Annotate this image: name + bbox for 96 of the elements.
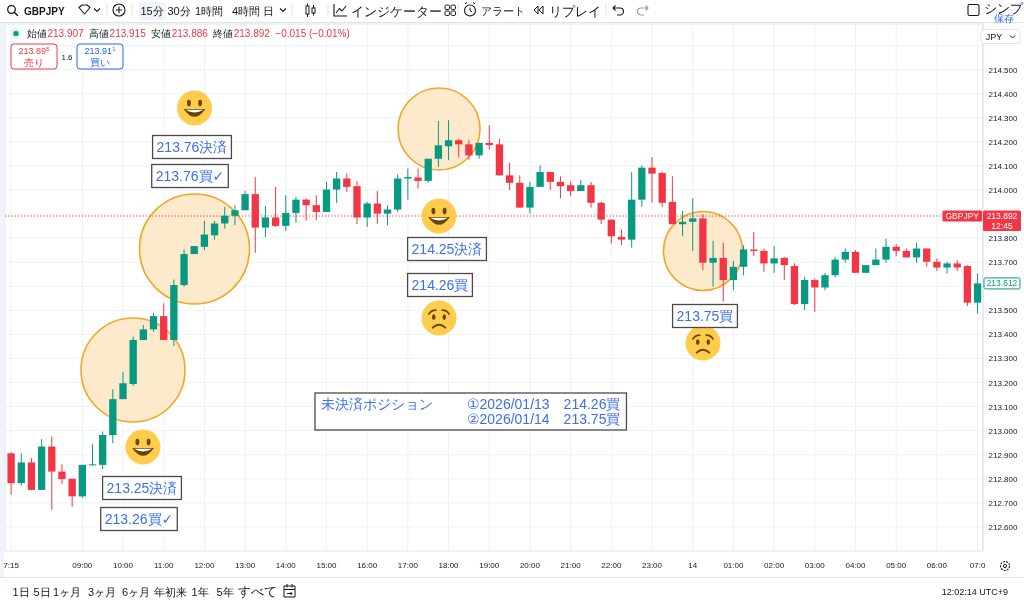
y-tick-label: 214.000 [988,186,1018,196]
annotation: 213.91$^{1}$ [84,46,116,56]
annotation: 1ヶ月 [52,585,82,598]
annotation: 安値 [151,28,172,39]
x-tick-label: 03:00 [804,560,825,570]
x-tick-label: 14 [688,560,698,570]
annotation: 5年 [216,585,234,598]
annotation: JPY [985,31,1003,42]
x-tick-label: 06:00 [926,560,947,570]
annotation: すべて [237,584,277,599]
x-tick-label: 10:00 [113,560,134,570]
annotation: 214.26買 [411,277,469,293]
y-tick-label: 212.700 [988,498,1018,508]
x-tick-label: 14:00 [275,560,296,570]
x-tick-label: 21:00 [560,560,581,570]
annotation: 5日 [33,585,51,598]
x-tick-label: 18:00 [438,560,459,570]
y-tick-label: 213.200 [988,378,1018,388]
y-tick-label: 212.600 [988,522,1018,532]
note: 213.75買 [671,303,739,329]
annotation: 30分 [167,5,191,17]
x-tick-label: 23:00 [642,560,663,570]
x-tick-label: 7:15 [3,560,19,570]
annotation: 213.26買✓ [104,511,174,527]
annotation: 日 [262,5,274,17]
y-tick-label: 213.300 [988,354,1018,364]
y-tick-label: 214.200 [988,137,1018,147]
x-tick-label: 22:00 [601,560,622,570]
annotation: アラート [481,5,525,17]
annotation: 214.25決済 [411,241,483,257]
annotation: 3ヶ月 [87,585,117,598]
title: GBPJPY [24,5,65,17]
annotation: 1日 [12,585,30,598]
annotation: 年初来 [153,585,187,598]
note: 214.25決済 [406,236,488,262]
annotation: 213.89$^{5}$ [18,46,50,56]
y-tick-label: 213.800 [988,234,1018,244]
annotation: 213.915 [109,28,146,39]
note: 213.76買✓ [151,163,229,189]
annotation: 高値 [89,28,110,39]
annotation: 未決済ポジション [321,396,433,412]
annotation: ①2026/01/13 214.26買 [467,396,621,412]
x-tick-label: 04:00 [845,560,866,570]
note: 213.26買✓ [100,506,178,532]
annotation: 始値 [27,28,47,39]
annotation: 213.76決済 [156,139,228,155]
annotation: 213.75買 [676,308,734,324]
x-tick-label: 07:0 [969,560,986,570]
note: 214.26買 [406,272,474,298]
note: 213.76決済 [151,134,233,160]
x-tick-label: 20:00 [519,560,540,570]
annotation: 売り [24,56,44,68]
annotation: 15分 [140,5,164,17]
y-tick-label: 214.300 [988,113,1018,123]
price-tag: 213.892 12:45 [983,210,1021,232]
y-tick-label: 213.500 [988,306,1018,316]
y-tick-label: 214.100 [988,162,1018,171]
x-tick-label: 01:00 [723,560,744,570]
annotation: 213.25決済 [106,480,178,496]
y-tick-label: 212.900 [988,450,1018,460]
ref-line-label: GBPJPY [942,210,983,222]
x-tick-label: 15:00 [316,560,337,570]
note: 213.25決済 [101,475,183,501]
annotation: インジケーター [351,3,442,19]
y-tick-label: 214.400 [988,89,1018,99]
y-tick-label: 213.700 [988,258,1018,268]
y-tick-label: 213.400 [988,330,1018,340]
price-tag: 213.612 [983,277,1021,290]
annotation: 1時間 [194,5,224,17]
annotation: 1年 [191,585,209,598]
annotation: 12:02:14 UTC+9 [941,587,1008,597]
annotation: 213.76買✓ [155,168,225,184]
annotation: 213.886 [171,28,208,39]
x-tick-label: 09:00 [72,560,93,570]
x-tick-label: 02:00 [764,560,785,570]
annotation: 1.6 [61,52,73,62]
annotation: 4時間 [231,5,261,17]
annotation: リプレイ [549,3,601,19]
annotation: 買い [90,56,110,68]
y-tick-label: 212.800 [988,474,1018,484]
y-tick-label: 213.000 [988,426,1018,436]
x-tick-label: 17:00 [397,560,418,570]
x-tick-label: 11:00 [154,560,174,570]
annotation: 終値 [213,28,234,39]
annotation: 213.907 [47,28,84,39]
x-tick-label: 05:00 [886,560,907,570]
annotation: 213.892 [233,28,270,39]
x-tick-label: 12:00 [194,560,215,570]
y-tick-label: 213.100 [988,402,1018,412]
x-tick-label: 19:00 [479,560,500,570]
annotation: −0.015 (−0.01%) [275,28,350,39]
y-tick-label: 214.500 [988,65,1018,75]
x-tick-label: 16:00 [357,560,378,570]
annotation: 6ヶ月 [121,585,151,598]
x-tick-label: 13:00 [235,560,256,570]
annotation: ②2026/01/14 213.75買 [467,411,621,427]
